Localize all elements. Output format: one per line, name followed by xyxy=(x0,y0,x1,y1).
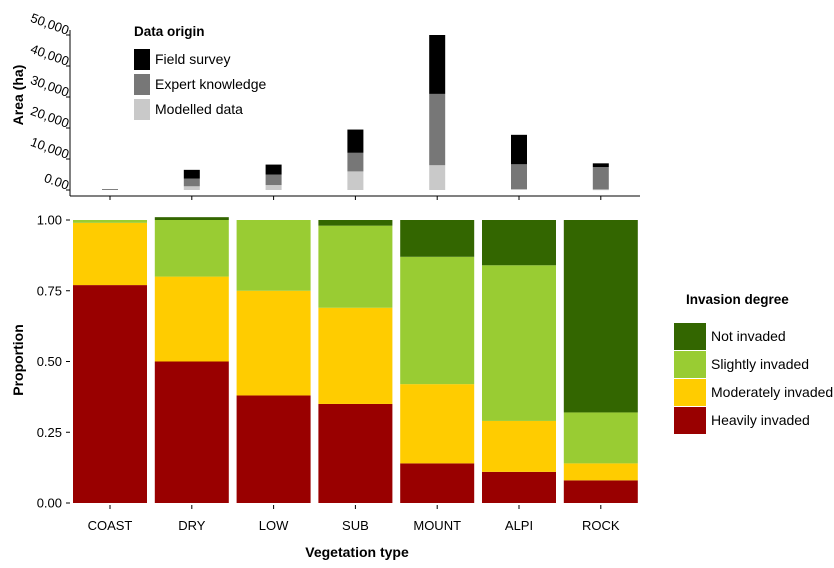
bottom-bar-sub-heavily-invaded xyxy=(318,403,393,503)
top-legend-label-modelled-data: Modelled data xyxy=(155,101,243,117)
bottom-y-tick-label: 0.75 xyxy=(37,283,62,298)
bottom-legend-swatch-moderately-invaded xyxy=(674,379,706,406)
bottom-bar-coast-slightly-invaded xyxy=(73,220,147,223)
top-legend-label-expert-knowledge: Expert knowledge xyxy=(155,76,267,92)
bottom-bar-alpi-not-invaded xyxy=(482,220,556,266)
bottom-bar-mount-heavily-invaded xyxy=(400,463,475,503)
top-bar-mount-expert-knowledge xyxy=(429,93,446,166)
bottom-bar-dry-moderately-invaded xyxy=(154,276,229,362)
bottom-legend-swatch-heavily-invaded xyxy=(674,407,706,434)
x-tick-label-coast: COAST xyxy=(88,518,133,533)
bottom-x-axis-title: Vegetation type xyxy=(305,544,409,560)
bottom-bar-dry-not-invaded xyxy=(154,217,229,220)
bottom-bar-alpi-moderately-invaded xyxy=(482,420,556,472)
bottom-bar-mount-moderately-invaded xyxy=(400,384,475,464)
bottom-legend-swatch-not-invaded xyxy=(674,323,706,350)
bottom-bar-rock-heavily-invaded xyxy=(563,480,638,503)
top-legend-swatch-expert-knowledge xyxy=(134,74,150,95)
top-y-tick-label: 10,000 xyxy=(29,134,71,162)
x-tick-label-alpi: ALPI xyxy=(505,518,533,533)
top-bar-alpi-modelled-data xyxy=(511,189,527,190)
bottom-bar-coast-heavily-invaded xyxy=(73,285,147,503)
bottom-bar-rock-slightly-invaded xyxy=(563,412,638,464)
x-tick-label-rock: ROCK xyxy=(582,518,620,533)
top-bar-low-expert-knowledge xyxy=(265,174,282,186)
top-y-tick-label: 0.00 xyxy=(42,170,71,193)
top-y-axis-title: Area (ha) xyxy=(10,65,26,126)
bottom-bar-dry-slightly-invaded xyxy=(154,220,229,277)
bottom-bar-low-slightly-invaded xyxy=(236,220,311,291)
bottom-y-tick-label: 0.50 xyxy=(37,354,62,369)
bottom-legend-title: Invasion degree xyxy=(686,292,789,307)
bottom-legend-swatch-slightly-invaded xyxy=(674,351,706,378)
bottom-y-tick-label: 0.25 xyxy=(37,425,62,440)
top-bar-rock-expert-knowledge xyxy=(592,167,609,190)
top-bar-mount-field-survey xyxy=(429,35,446,94)
top-bar-rock-field-survey xyxy=(592,163,609,168)
top-bar-mount-modelled-data xyxy=(429,165,446,190)
x-tick-label-dry: DRY xyxy=(178,518,206,533)
bottom-bar-sub-slightly-invaded xyxy=(318,225,393,308)
bottom-bar-sub-not-invaded xyxy=(318,220,393,226)
top-bar-low-modelled-data xyxy=(265,185,282,190)
top-y-tick-label: 30,000 xyxy=(29,72,71,100)
top-legend-swatch-field-survey xyxy=(134,49,150,70)
bottom-legend-label-heavily-invaded: Heavily invaded xyxy=(711,412,810,428)
top-bar-dry-modelled-data xyxy=(183,186,200,190)
bottom-legend-label-moderately-invaded: Moderately invaded xyxy=(711,384,833,400)
bottom-bar-sub-moderately-invaded xyxy=(318,307,393,404)
bottom-y-axis-title: Proportion xyxy=(10,324,26,396)
top-bar-low-field-survey xyxy=(265,164,282,175)
bottom-y-tick-label: 0.00 xyxy=(37,496,62,511)
top-y-tick-label: 40,000 xyxy=(29,41,71,69)
bottom-bar-mount-slightly-invaded xyxy=(400,256,475,385)
bottom-bar-mount-not-invaded xyxy=(400,220,475,257)
top-bar-sub-expert-knowledge xyxy=(347,152,364,172)
bottom-y-tick-label: 1.00 xyxy=(37,213,62,228)
top-legend-title: Data origin xyxy=(134,24,205,39)
bottom-legend-label-slightly-invaded: Slightly invaded xyxy=(711,356,809,372)
bottom-bar-alpi-slightly-invaded xyxy=(482,265,556,421)
bottom-legend-label-not-invaded: Not invaded xyxy=(711,328,786,344)
bottom-bar-low-moderately-invaded xyxy=(236,290,311,396)
top-bar-dry-field-survey xyxy=(183,169,200,179)
top-y-tick-label: 50,000 xyxy=(29,10,71,38)
x-tick-label-low: LOW xyxy=(259,518,289,533)
top-bar-sub-field-survey xyxy=(347,129,364,153)
bottom-bar-rock-moderately-invaded xyxy=(563,463,638,481)
top-y-tick-label: 20,000 xyxy=(29,103,71,131)
bottom-bar-rock-not-invaded xyxy=(563,220,638,413)
bottom-bar-coast-moderately-invaded xyxy=(73,222,147,286)
top-bar-alpi-field-survey xyxy=(511,134,527,165)
x-tick-label-sub: SUB xyxy=(342,518,369,533)
top-bar-sub-modelled-data xyxy=(347,171,364,190)
bottom-bar-dry-heavily-invaded xyxy=(154,361,229,503)
top-legend-swatch-modelled-data xyxy=(134,99,150,120)
top-bar-dry-expert-knowledge xyxy=(183,178,200,187)
bottom-bar-alpi-heavily-invaded xyxy=(482,471,556,503)
top-bar-alpi-expert-knowledge xyxy=(511,164,527,190)
bottom-bar-low-heavily-invaded xyxy=(236,395,311,503)
top-bar-coast-expert-knowledge xyxy=(102,189,118,190)
top-legend-label-field-survey: Field survey xyxy=(155,51,230,67)
x-tick-label-mount: MOUNT xyxy=(413,518,461,533)
top-bar-rock-modelled-data xyxy=(592,189,609,191)
